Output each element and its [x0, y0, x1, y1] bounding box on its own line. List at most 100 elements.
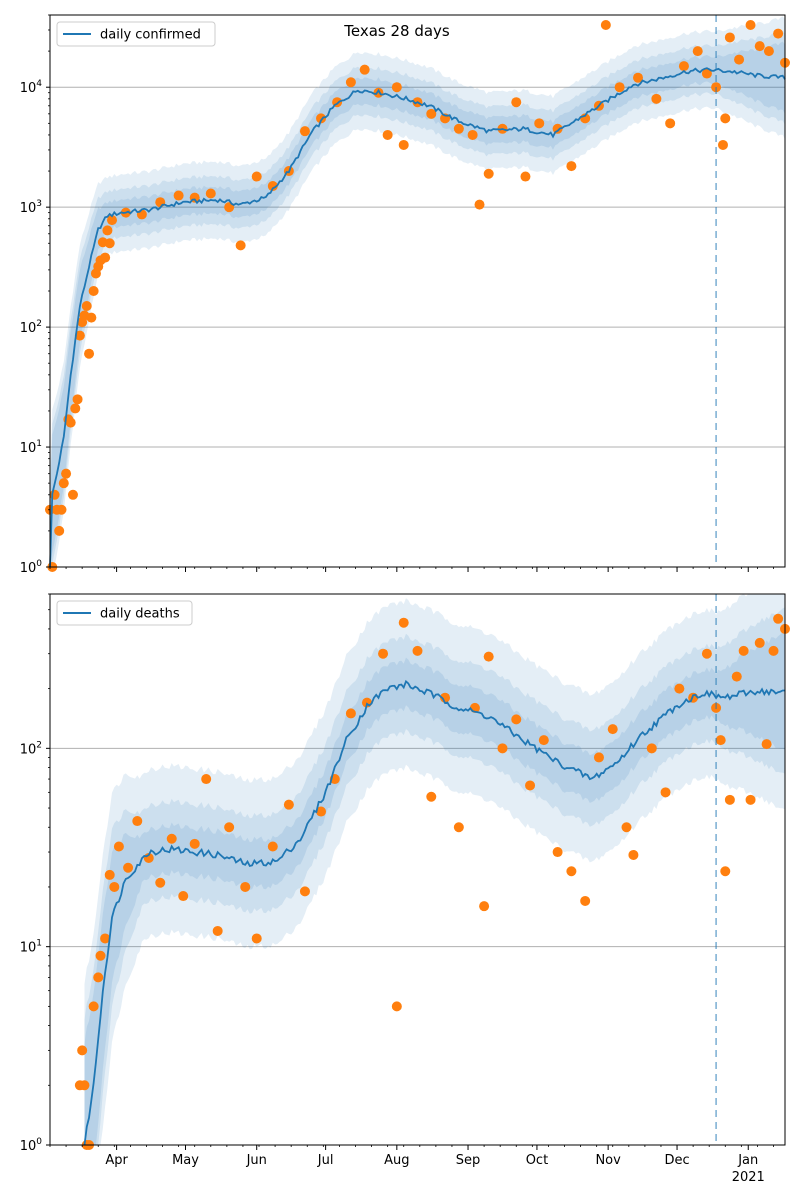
observed-point	[724, 32, 735, 43]
observed-point	[479, 901, 490, 912]
confirmed-chart: 100 101 102 103 104 daily confirmed	[20, 14, 790, 576]
observed-point	[660, 787, 671, 798]
observed-point	[136, 209, 147, 220]
observed-point	[552, 847, 563, 858]
uncertainty-band	[50, 30, 785, 568]
observed-point	[67, 489, 78, 500]
observed-point	[74, 330, 85, 341]
observed-point	[316, 806, 327, 817]
observed-point	[426, 791, 437, 802]
observed-point	[633, 72, 643, 83]
observed-point	[412, 645, 423, 656]
observed-point	[77, 1045, 88, 1056]
observed-point	[345, 708, 356, 719]
observed-point	[692, 46, 703, 57]
observed-point	[240, 881, 251, 892]
observed-point	[316, 113, 327, 124]
observed-point	[189, 838, 200, 849]
observed-point	[511, 97, 522, 108]
observed-point	[763, 46, 774, 57]
observed-point	[70, 403, 81, 414]
observed-point	[104, 869, 115, 880]
observed-point	[720, 113, 731, 124]
observed-point	[593, 752, 604, 763]
observed-point	[398, 139, 409, 150]
observed-point	[205, 188, 216, 199]
uncertainty-band	[84, 631, 785, 1145]
observed-point	[58, 478, 69, 489]
uncertainty-band	[84, 607, 785, 1145]
observed-point	[100, 933, 111, 944]
observed-point	[224, 822, 235, 833]
y-tick-label: 102	[20, 740, 42, 757]
observed-point	[267, 181, 278, 192]
y-tick-label: 103	[20, 199, 42, 216]
observed-point	[84, 348, 95, 359]
deaths-chart: 100 101 102 Apr May Jun Jul Aug Sep Oct Nov Dec Jan…	[20, 593, 790, 1185]
observed-point	[483, 168, 494, 179]
observed-point	[201, 774, 212, 785]
y-tick-label: 100	[20, 1137, 43, 1154]
x-tick-label: Dec	[664, 1153, 689, 1168]
observed-point	[113, 841, 124, 852]
observed-point	[49, 489, 60, 500]
observed-point	[701, 68, 712, 79]
observed-point	[534, 118, 545, 129]
observed-point	[761, 739, 772, 750]
observed-point	[54, 525, 65, 536]
observed-point	[251, 171, 262, 182]
observed-point	[497, 743, 508, 754]
y-tick-label: 100	[20, 559, 43, 576]
observed-point	[81, 300, 92, 311]
legend-label-daily-confirmed: daily confirmed	[100, 28, 201, 43]
observed-point	[580, 895, 591, 906]
observed-point	[768, 645, 779, 656]
observed-point	[56, 504, 67, 515]
observed-point	[745, 794, 756, 805]
observed-point	[86, 312, 97, 323]
median-line	[49, 67, 786, 568]
observed-point	[453, 822, 464, 833]
observed-point	[525, 780, 536, 791]
observed-point	[132, 816, 143, 827]
x-tick-label: Jan	[737, 1153, 758, 1168]
observed-point	[251, 933, 262, 944]
observed-point	[104, 238, 115, 249]
observed-point	[123, 862, 134, 873]
observed-point	[773, 613, 784, 624]
y-tick-label: 101	[20, 939, 42, 956]
observed-point	[173, 190, 184, 201]
observed-point	[155, 877, 166, 888]
observed-point	[734, 54, 745, 65]
observed-point	[738, 645, 749, 656]
observed-point	[345, 77, 356, 88]
observed-point	[731, 671, 742, 682]
observed-point	[701, 648, 712, 659]
observed-point	[391, 1001, 402, 1012]
observed-point	[754, 637, 765, 648]
x-tick-label: Aug	[384, 1153, 409, 1168]
x-year-label: 2021	[732, 1170, 765, 1185]
observed-point	[754, 41, 765, 52]
x-tick-label: Apr	[105, 1153, 128, 1168]
observed-point	[511, 714, 522, 725]
observed-point	[665, 118, 676, 129]
chart-title: Texas 28 days	[343, 22, 450, 40]
observed-point	[88, 1001, 99, 1012]
y-tick-label: 101	[20, 439, 42, 456]
observed-point	[109, 881, 120, 892]
observed-point	[212, 925, 223, 936]
observed-point	[566, 866, 577, 877]
x-tick-label: Oct	[526, 1153, 548, 1168]
median-line	[83, 679, 785, 1146]
observed-point	[72, 394, 83, 405]
x-tick-label: Nov	[595, 1153, 621, 1168]
observed-point	[538, 735, 549, 746]
deaths-legend: daily deaths	[56, 600, 193, 626]
observed-point	[61, 468, 72, 479]
observed-point	[773, 28, 784, 39]
observed-point	[674, 683, 685, 694]
observed-point	[65, 417, 76, 428]
observed-point	[720, 866, 731, 877]
